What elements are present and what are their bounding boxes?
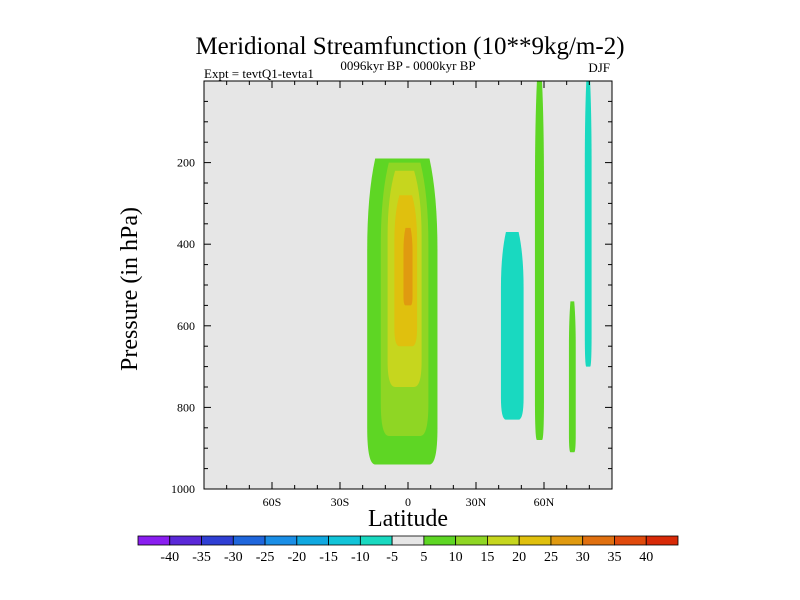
colorbar-box	[614, 535, 647, 546]
colorbar-box	[645, 535, 679, 546]
colorbar-box	[232, 535, 266, 546]
contour-region-positive-cell-58n	[534, 81, 544, 441]
x-axis-label: Latitude	[368, 506, 448, 532]
colorbar-box	[264, 535, 298, 546]
chart-title: Meridional Streamfunction (10**9kg/m-2)	[195, 33, 624, 60]
colorbar-label: -40	[160, 550, 179, 565]
x-tick-label: 60S	[263, 495, 282, 509]
colorbar-box	[296, 535, 329, 546]
contour-region-positive-cell-73n	[568, 301, 576, 453]
x-tick-label: 0	[405, 495, 411, 509]
colorbar-label: 40	[639, 550, 653, 565]
contour-region-negative-cell-45n	[500, 231, 524, 420]
colorbar-label: 10	[449, 550, 463, 565]
colorbar-box	[201, 535, 234, 546]
colorbar-label: -25	[256, 550, 275, 565]
x-tick-label: 30S	[331, 495, 350, 509]
colorbar-label: 35	[607, 550, 621, 565]
colorbar-box	[391, 535, 425, 546]
contour-region-positive-cell-25	[403, 227, 413, 306]
colorbar-label: 20	[512, 550, 526, 565]
colorbar-label: -35	[192, 550, 211, 565]
colorbar: -40 -35 -30 -25 -20 -15 -10 -5 5 10 15 20 25 30 35 40	[137, 535, 679, 565]
colorbar-box	[487, 535, 520, 546]
colorbar-label: -10	[351, 550, 370, 565]
colorbar-label: -5	[386, 550, 398, 565]
y-axis-label: Pressure (in hPa)	[117, 207, 143, 371]
axes: 60S 30S 0 30N 60N 200 400 600 800 1000	[171, 81, 612, 509]
subtitle-left: Expt = tevtQ1-tevta1	[204, 66, 314, 81]
contour-regions	[367, 81, 592, 465]
y-tick-label: 400	[177, 237, 195, 251]
subtitle-center: 0096kyr BP - 0000kyr BP	[340, 58, 475, 73]
colorbar-box	[455, 535, 488, 546]
colorbar-label: 15	[480, 550, 494, 565]
y-tick-label: 1000	[171, 482, 195, 496]
subtitle-right: DJF	[588, 60, 610, 75]
colorbar-label: 25	[544, 550, 558, 565]
colorbar-box	[359, 535, 393, 546]
colorbar-label: 5	[420, 550, 427, 565]
colorbar-label: -15	[319, 550, 338, 565]
contour-region-negative-cell-80n	[584, 81, 592, 367]
colorbar-box	[550, 535, 584, 546]
y-tick-label: 600	[177, 319, 195, 333]
colorbar-box	[518, 535, 552, 546]
colorbar-box	[137, 535, 171, 546]
colorbar-box	[169, 535, 202, 546]
colorbar-label: -20	[287, 550, 306, 565]
colorbar-box	[328, 535, 361, 546]
y-tick-label: 800	[177, 400, 195, 414]
colorbar-box	[423, 535, 457, 546]
x-tick-label: 60N	[534, 495, 555, 509]
colorbar-label: 30	[576, 550, 590, 565]
x-tick-label: 30N	[466, 495, 487, 509]
colorbar-box	[582, 535, 615, 546]
y-tick-label: 200	[177, 156, 195, 170]
colorbar-label: -30	[224, 550, 243, 565]
